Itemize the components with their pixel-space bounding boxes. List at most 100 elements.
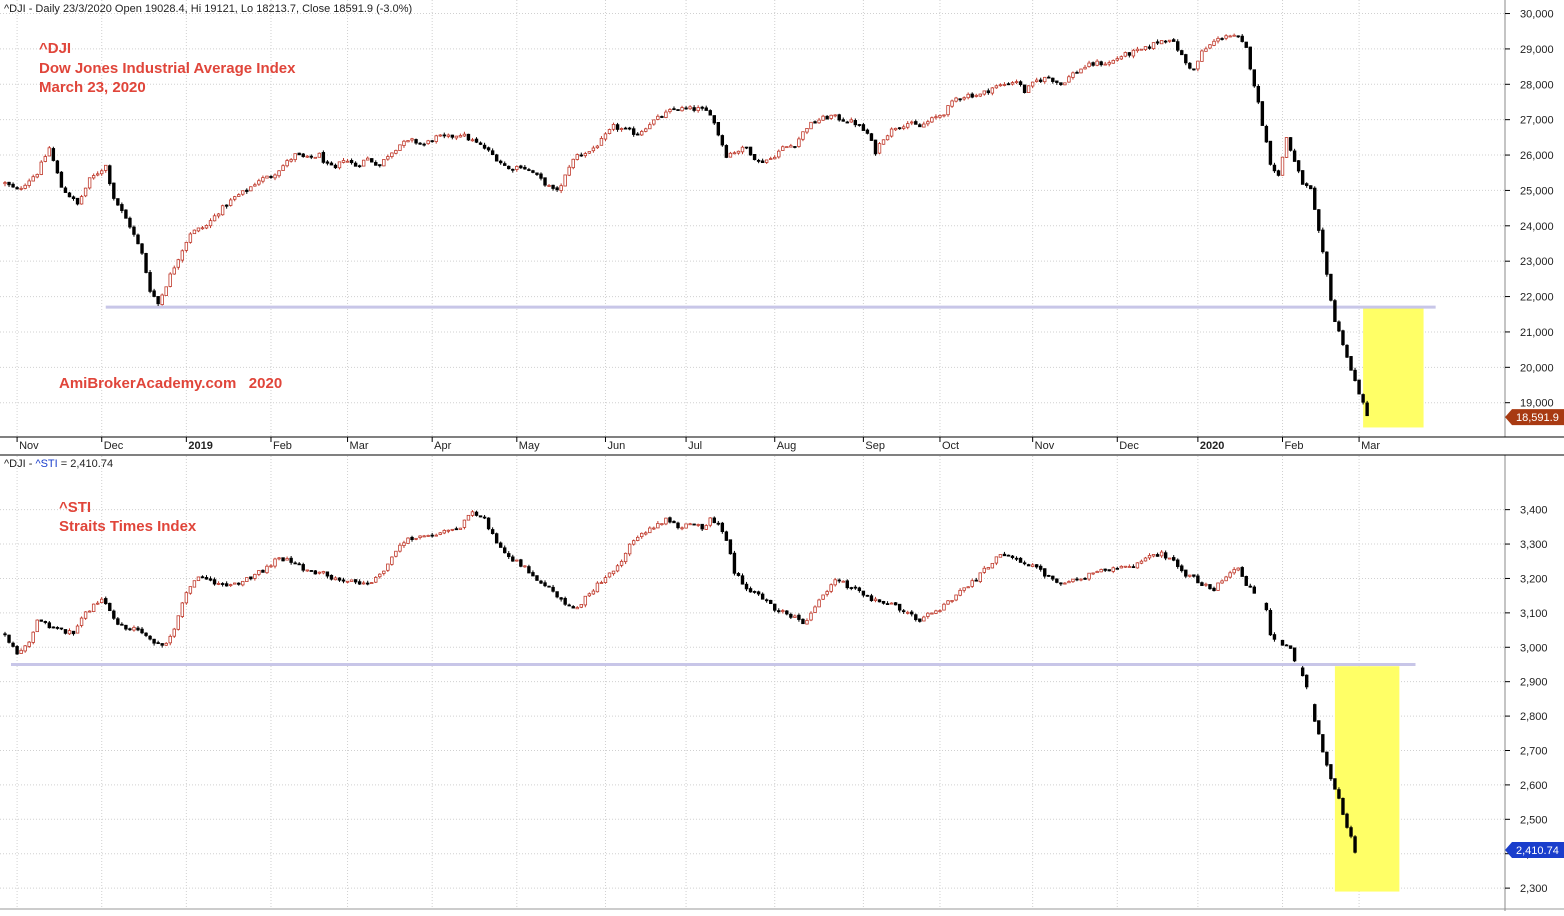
dji-candle-body-24 — [100, 170, 104, 175]
dji-candle-body-67 — [273, 174, 277, 179]
sti-candle-body-221 — [893, 602, 898, 606]
date-axis: Nov Dec 2019 Feb Mar Apr May Jun Jul Aug Sep Oct Nov… — [16, 437, 1380, 452]
sti-candle-body-179 — [724, 531, 729, 541]
dji-candle-body-193 — [781, 146, 785, 151]
dji-candle-body-198 — [801, 131, 805, 140]
dji-candle-body-203 — [821, 115, 825, 121]
dji-candle-body-318 — [1284, 137, 1289, 158]
dji-candle-body-225 — [910, 121, 914, 124]
dji-candle-body-56 — [228, 199, 233, 206]
dji-candle-body-291 — [1176, 41, 1180, 51]
sti-candle-body-193 — [781, 610, 785, 612]
sti-candle-body-41 — [168, 635, 172, 644]
dji-candle-body-331 — [1337, 321, 1341, 332]
dji-candle-body-0 — [3, 182, 7, 185]
date-label-11: Oct — [942, 440, 959, 452]
dji-candle-body-261 — [1055, 80, 1059, 83]
sti-candle-body-76 — [309, 570, 313, 572]
dji-candle-body-260 — [1051, 77, 1055, 82]
sti-candle-body-288 — [1163, 552, 1168, 559]
sti-candle-body-23 — [95, 602, 100, 605]
dji-candle-body-244 — [986, 90, 991, 94]
dji-candle-body-75 — [305, 155, 309, 158]
dji-candle-body-279 — [1127, 52, 1132, 56]
dji-price-label-10: 29,000 — [1520, 44, 1554, 56]
sti-candle-body-96 — [390, 556, 394, 565]
sti-candle-body-68 — [277, 557, 281, 560]
dji-candle-body-303 — [1224, 35, 1228, 39]
sti-candle-body-249 — [1006, 554, 1011, 557]
sti-candle-body-161 — [652, 527, 656, 530]
dji-price-label-9: 28,000 — [1520, 79, 1554, 91]
sti-candle-body-211 — [853, 586, 858, 589]
sti-candle-body-323 — [1304, 674, 1309, 688]
sti-candle-body-101 — [410, 536, 414, 541]
dji-candle-body-27 — [112, 182, 116, 199]
sti-candle-body-251 — [1014, 557, 1019, 560]
dji-candle-body-326 — [1317, 209, 1321, 231]
sti-candle-body-159 — [644, 532, 648, 535]
sti-candle-body-92 — [374, 577, 378, 583]
sti-candle-body-246 — [994, 556, 999, 564]
sti-candle-body-188 — [760, 593, 765, 600]
sti-candle-body-155 — [627, 543, 632, 555]
dji-candle-body-53 — [216, 213, 221, 217]
dji-candle-body-71 — [289, 159, 293, 162]
dji-candle-body-274 — [1107, 62, 1111, 65]
dji-candle-body-78 — [317, 152, 322, 158]
dji-candle-body-268 — [1083, 66, 1087, 70]
sti-candle-body-90 — [365, 582, 370, 585]
sti-candle-body-210 — [849, 587, 853, 589]
sti-candle-body-143 — [579, 604, 583, 608]
dji-candle-body-179 — [724, 145, 729, 158]
dji-candle-body-151 — [611, 124, 616, 130]
sti-candle-body-144 — [583, 595, 588, 606]
dji-candle-body-321 — [1296, 160, 1301, 172]
sti-candle-body-25 — [104, 598, 108, 605]
dji-price-label-2: 21,000 — [1520, 327, 1554, 339]
dji-candle-body-123 — [498, 160, 503, 164]
dji-candle-body-284 — [1147, 46, 1152, 49]
dji-candle-body-139 — [563, 174, 567, 187]
dji-candle-body-205 — [829, 114, 833, 119]
dji-candle-body-292 — [1180, 50, 1184, 56]
sti-candle-body-309 — [1248, 585, 1252, 588]
sti-candle-body-228 — [922, 616, 926, 622]
dji-candle-body-142 — [575, 154, 579, 160]
dji-candle-body-288 — [1163, 40, 1168, 43]
dji-candle-body-270 — [1091, 62, 1095, 66]
sti-candle-body-121 — [490, 529, 495, 535]
sti-candle-body-70 — [285, 558, 289, 561]
sti-candle-body-331 — [1337, 789, 1341, 799]
sti-candle-body-100 — [406, 537, 410, 544]
sti-candle-body-314 — [1268, 610, 1273, 636]
sti-candle-body-263 — [1063, 582, 1067, 585]
sti-price-label-6: 2,900 — [1520, 677, 1548, 689]
dji-candle-body-108 — [438, 134, 442, 137]
sti-candle-body-280 — [1131, 566, 1136, 569]
sti-candle-body-42 — [172, 628, 176, 637]
dji-candle-body-15 — [63, 187, 68, 193]
dji-candle-body-308 — [1244, 41, 1248, 48]
dji-candle-body-73 — [297, 152, 301, 156]
sti-candle-body-271 — [1095, 571, 1099, 574]
sti-candle-body-220 — [889, 602, 894, 605]
dji-candle-body-262 — [1059, 82, 1063, 86]
dji-candle-body-101 — [410, 138, 414, 141]
dji-candle-body-114 — [462, 133, 467, 137]
sti-candle-body-335 — [1353, 836, 1357, 853]
sti-candle-body-57 — [233, 582, 237, 585]
dji-candle-body-242 — [978, 93, 982, 97]
dji-candle-body-144 — [583, 153, 588, 157]
dji-candle-body-21 — [87, 177, 92, 189]
sti-candle-body-98 — [398, 544, 402, 552]
sti-candle-body-213 — [861, 590, 866, 596]
dji-candle-body-196 — [793, 146, 797, 148]
dji-candle-body-99 — [402, 140, 406, 146]
dji-candle-body-3 — [15, 187, 19, 190]
sti-candle-body-277 — [1119, 565, 1124, 569]
sti-candle-body-299 — [1208, 584, 1212, 590]
sti-candle-body-308 — [1244, 575, 1248, 586]
dji-candle-body-191 — [773, 156, 777, 160]
dji-candle-body-192 — [777, 150, 781, 158]
